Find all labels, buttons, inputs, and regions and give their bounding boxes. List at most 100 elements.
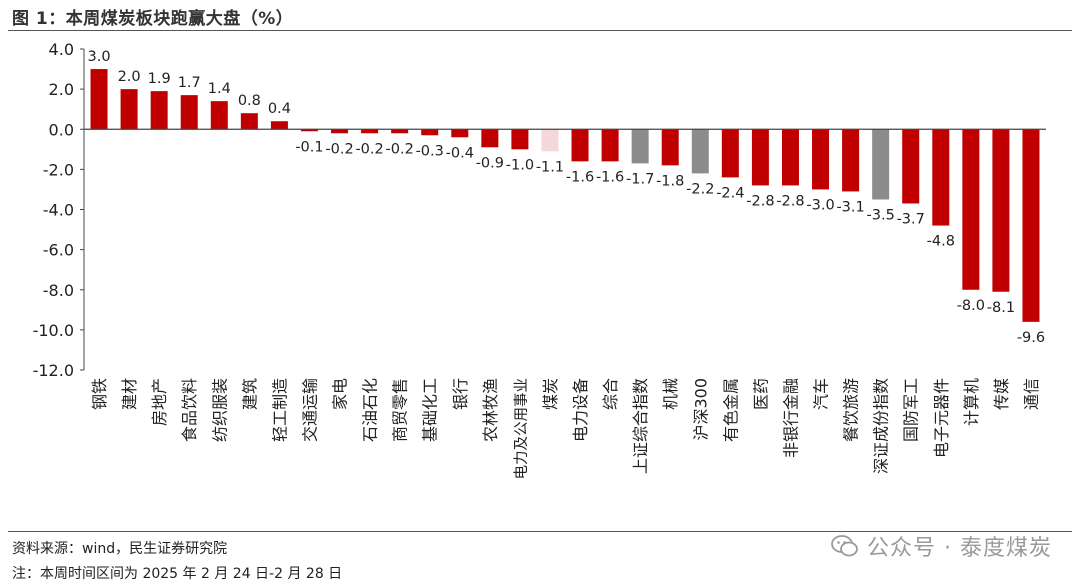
category-label: 纺织服装 — [210, 378, 229, 442]
category-label: 建材 — [120, 378, 139, 410]
bar — [361, 129, 379, 134]
category-label: 计算机 — [962, 378, 981, 426]
bar — [601, 129, 619, 162]
watermark-text: 公众号 · 泰度煤炭 — [867, 536, 1052, 561]
bar — [842, 129, 860, 192]
bar — [902, 129, 920, 204]
source-note: 资料来源：wind，民生证券研究院 — [12, 541, 228, 557]
category-label: 基础化工 — [421, 378, 440, 442]
data-label: -1.6 — [596, 169, 624, 185]
category-label: 电子元器件 — [932, 378, 951, 458]
data-label: -1.0 — [506, 157, 534, 173]
bar — [992, 129, 1010, 292]
y-tick-label: 4.0 — [49, 40, 74, 59]
bar — [781, 129, 799, 186]
bar — [721, 129, 739, 178]
bar — [691, 129, 709, 174]
category-label: 有色金属 — [721, 378, 740, 442]
category-label: 沪深300 — [691, 378, 710, 441]
data-label: -2.2 — [686, 181, 714, 197]
y-tick-label: -4.0 — [43, 201, 74, 220]
data-label: -4.8 — [927, 234, 955, 250]
category-label: 电力及公用事业 — [513, 378, 530, 480]
bar-chart: 4.0 2.0 0.0 -2.0 -4.0 -6.0 -8.0 -10.0 -12.0 3.0 2… — [33, 40, 1046, 480]
category-label: 机械 — [661, 378, 680, 410]
data-label: -3.7 — [897, 211, 925, 227]
category-label: 农林牧渔 — [481, 378, 500, 442]
category-label: 石油石化 — [361, 378, 380, 442]
data-label: 2.0 — [118, 69, 141, 85]
bar — [571, 129, 589, 162]
data-label: -8.0 — [957, 298, 985, 314]
bar — [631, 129, 649, 164]
category-label: 传媒 — [992, 378, 1011, 410]
data-label: -3.0 — [806, 197, 834, 213]
data-label: -2.8 — [746, 193, 774, 209]
bar — [120, 89, 138, 130]
bars — [90, 69, 1040, 322]
y-tick-label: -12.0 — [33, 361, 74, 380]
category-label: 家电 — [331, 378, 350, 410]
data-label: -8.1 — [987, 300, 1015, 316]
title-rule — [8, 30, 1072, 31]
bar — [511, 129, 529, 150]
data-label: -0.2 — [386, 141, 414, 157]
data-label: -3.1 — [836, 199, 864, 215]
watermark: 公众号 · 泰度煤炭 — [831, 530, 1052, 562]
category-label: 上证综合指数 — [631, 378, 650, 474]
data-label: -1.1 — [536, 159, 564, 175]
bar — [1022, 129, 1040, 322]
data-labels: 3.02.0 1.9 1.7 1.40.80.4-0.1 -0.2 -0.2 -0.2 -0.… — [88, 49, 1046, 346]
category-label: 汽车 — [812, 378, 831, 410]
bar — [331, 129, 349, 134]
category-label: 餐饮旅游 — [842, 378, 861, 442]
data-label: -0.9 — [476, 155, 504, 171]
category-label: 综合 — [601, 378, 620, 410]
data-label: -0.3 — [416, 143, 444, 159]
category-labels: 钢铁 建材 房地产 食品饮料 纺织服装 建筑 轻工制造 交通运输 家电 石油石化 商贸零售 基础化工银… — [90, 378, 1041, 480]
category-label: 商贸零售 — [391, 378, 410, 442]
category-label: 非银行金融 — [781, 378, 800, 458]
bar — [391, 129, 409, 134]
bar — [240, 113, 258, 130]
category-label: 深证成份指数 — [872, 378, 891, 474]
data-label: 1.7 — [178, 75, 201, 91]
category-label: 轻工制造 — [270, 378, 289, 442]
bar — [962, 129, 980, 290]
data-label: -0.2 — [355, 141, 383, 157]
period-note: 注：本周时间区间为 2025 年 2 月 24 日-2 月 28 日 — [12, 566, 343, 582]
data-label: -2.8 — [776, 193, 804, 209]
axes — [80, 48, 1046, 371]
category-label: 电力设备 — [571, 378, 590, 442]
bar — [451, 129, 469, 138]
y-tick-label: -8.0 — [43, 281, 74, 300]
category-label: 国防军工 — [902, 378, 921, 442]
bar — [180, 95, 198, 130]
y-tick-labels: 4.0 2.0 0.0 -2.0 -4.0 -6.0 -8.0 -10.0 -12.0 — [33, 40, 74, 380]
bar — [210, 101, 228, 130]
category-label: 食品饮料 — [180, 378, 199, 442]
data-label: -0.4 — [446, 145, 474, 161]
data-label: 0.4 — [268, 101, 291, 117]
bar — [300, 129, 318, 132]
figure-title: 图 1：本周煤炭板块跑赢大盘（%） — [12, 9, 294, 29]
category-label: 银行 — [451, 378, 470, 410]
category-label: 煤炭 — [541, 378, 560, 410]
y-tick-label: -10.0 — [33, 321, 74, 340]
data-label: 1.9 — [148, 71, 171, 87]
data-label: -1.8 — [656, 173, 684, 189]
bar — [812, 129, 830, 190]
bar — [661, 129, 679, 166]
footer-rule — [8, 531, 1072, 532]
bar — [421, 129, 439, 136]
category-label: 房地产 — [150, 378, 169, 426]
bar — [541, 129, 559, 152]
data-label: -2.4 — [716, 185, 744, 201]
y-tick-label: -6.0 — [43, 241, 74, 260]
bar — [872, 129, 890, 200]
category-label: 钢铁 — [90, 378, 109, 410]
data-label: -0.1 — [295, 139, 323, 155]
category-label: 通信 — [1022, 378, 1041, 410]
bar — [150, 91, 168, 130]
bar — [751, 129, 769, 186]
